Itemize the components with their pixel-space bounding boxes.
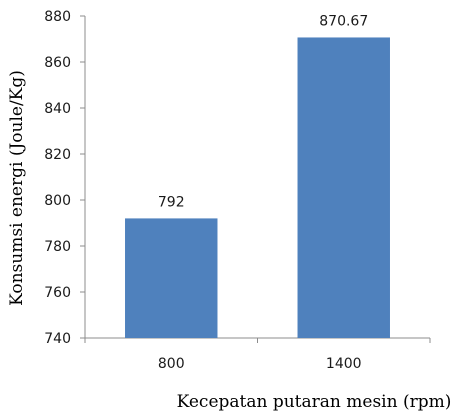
y-tick-label: 760 [44, 285, 71, 301]
x-tick-label: 800 [158, 356, 185, 372]
data-label: 870.67 [319, 13, 368, 29]
y-tick-label: 860 [44, 55, 71, 71]
y-tick-label: 780 [44, 239, 71, 255]
bar [297, 37, 390, 339]
y-axis-label: Konsumsi energi (Joule/Kg) [7, 70, 27, 306]
y-tick-label: 740 [44, 331, 71, 347]
y-tick-label: 880 [44, 9, 71, 25]
y-tick-label: 820 [44, 147, 71, 163]
plot-area: 740 760 780 800 820 840 860 880 792 800 870.67 1400 [44, 9, 431, 372]
x-tick-label: 1400 [326, 356, 362, 372]
x-axis-label: Kecepatan putaran mesin (rpm) [177, 392, 452, 412]
y-tick-label: 840 [44, 101, 71, 117]
y-tick-label: 800 [44, 193, 71, 209]
data-label: 792 [158, 194, 185, 210]
bar [125, 218, 218, 338]
